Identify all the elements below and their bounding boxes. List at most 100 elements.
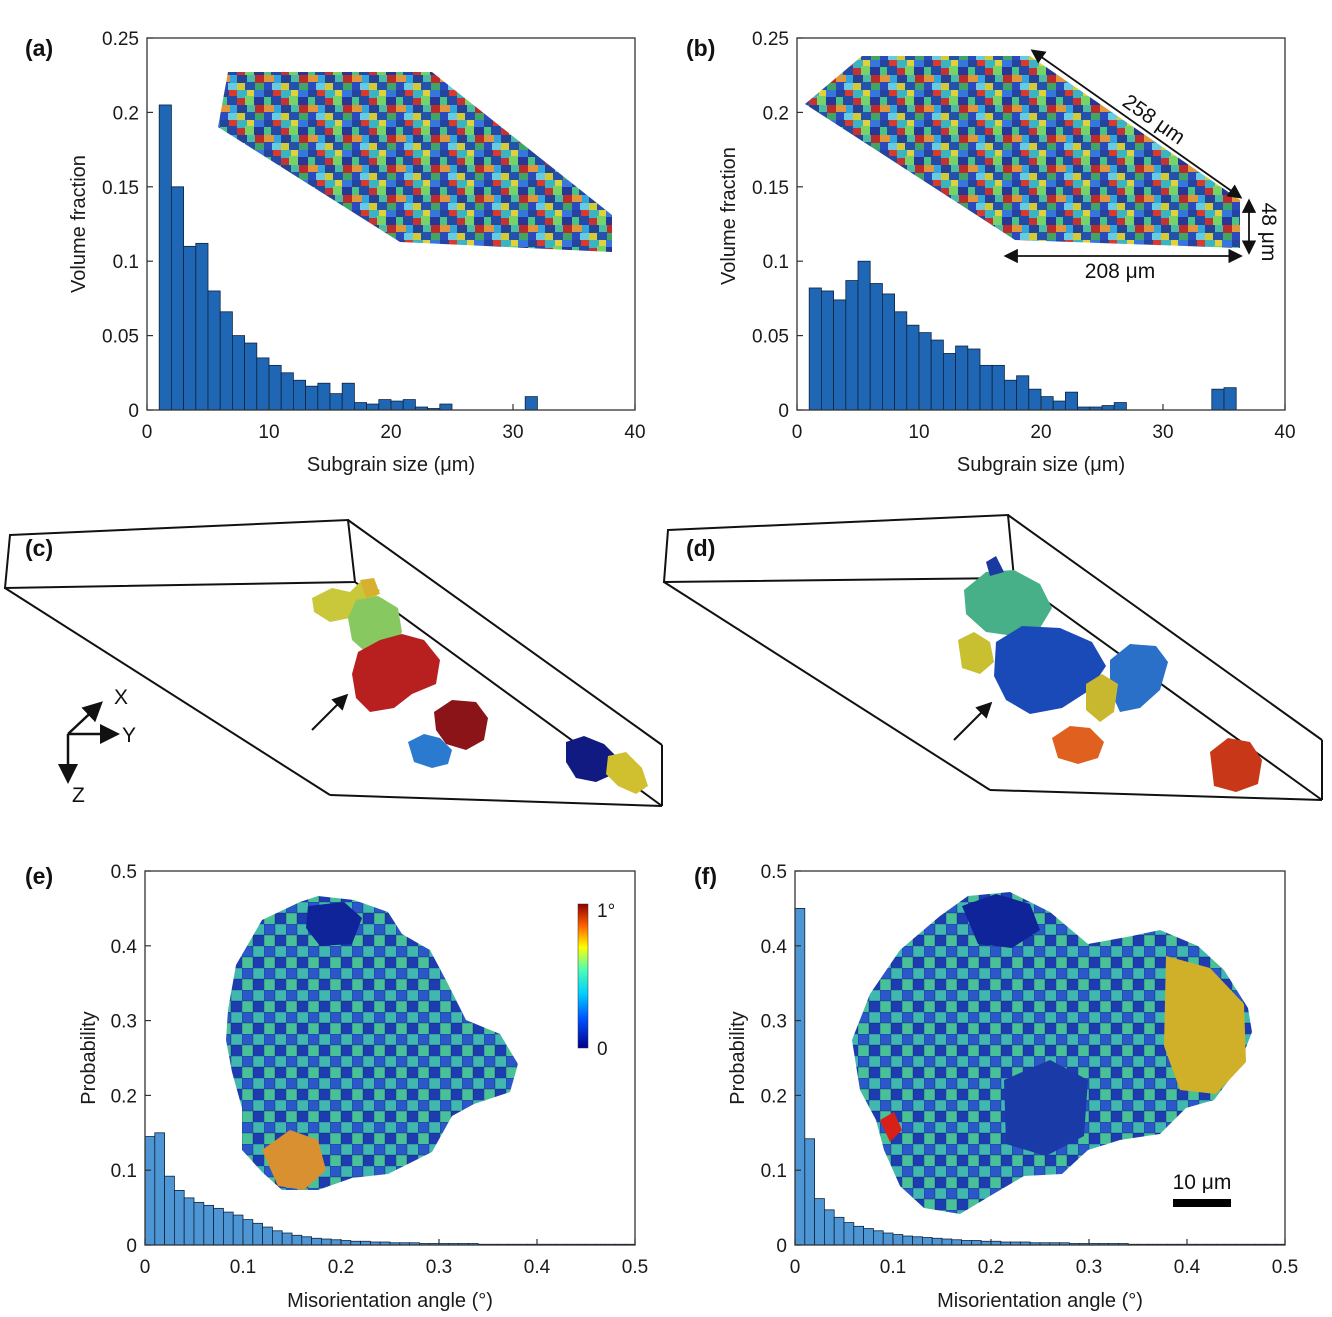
bar-e-9 [232,1214,244,1246]
y-tick-label-e-2: 0.2 [111,1086,137,1107]
x-tick-label-f-5: 0.5 [1272,1257,1298,1278]
y-tick-label-f-1: 0.1 [761,1161,787,1182]
panel-label-a: (a) [25,35,53,61]
y-tick-label-e-0: 0 [126,1236,137,1257]
bar-b-15 [991,364,1005,411]
bar-b-33 [1211,388,1225,411]
bar-b-18 [1028,388,1042,411]
bar-f-7 [863,1228,874,1246]
colorbar [577,903,589,1049]
bar-b-5 [869,283,883,411]
panel-label-f: (f) [694,863,717,889]
bar-e-12 [262,1226,273,1246]
voxel-region-red-f [880,1112,902,1142]
bar-b-1 [821,290,835,411]
subgrain-cluster-d [958,556,1262,792]
panel-label-c: (c) [25,535,53,561]
y-tick-label-e-3: 0.3 [111,1012,137,1033]
bar-b-13 [967,348,981,411]
bar-a-2 [183,245,197,411]
y-tick-label-b-5: 0.25 [752,29,789,50]
bar-b-0 [808,287,822,411]
bar-a-7 [244,342,258,411]
bar-b-8 [906,324,920,411]
bar-b-19 [1040,396,1054,411]
x-tick-label-a-2: 20 [380,422,401,443]
bar-e-11 [252,1222,264,1246]
bar-f-4 [833,1216,845,1246]
bar-a-14 [329,393,343,411]
x-tick-label-f-3: 0.3 [1076,1257,1102,1278]
axes-frame-f [794,870,1286,1246]
x-tick-label-a-3: 30 [502,422,523,443]
bar-e-2 [164,1175,175,1246]
y-tick-label-a-2: 0.1 [113,252,139,273]
bar-f-9 [882,1232,894,1246]
chart-a: 0 10 20 30 40 0 0.05 0.1 0.15 0.2 0.25 [102,29,646,443]
y-tick-label-a-4: 0.2 [113,103,139,124]
bar-f-5 [843,1222,855,1246]
x-axis-label-e: Misorientation angle (°) [287,1290,493,1312]
y-tick-label-b-3: 0.15 [752,178,789,199]
bar-b-9 [918,332,932,411]
bar-f-0 [794,908,806,1246]
y-tick-label-e-1: 0.1 [111,1161,137,1182]
grain-volume-image-a [218,72,612,252]
axes-frame-a [146,37,636,411]
bar-b-16 [1004,379,1018,411]
bar-a-12 [305,385,319,411]
bar-b-17 [1016,375,1030,411]
y-tick-label-b-4: 0.2 [763,103,789,124]
dimension-height-label: 48 μm [1257,203,1280,262]
panel-d: (d) [662,513,1323,801]
bar-f-18 [971,1240,982,1246]
axes-frame-e [144,870,636,1246]
y-axis-label-f: Probability [727,1011,749,1104]
axes-frame-b [796,37,1286,411]
y-tick-label-f-5: 0.5 [761,862,787,883]
bar-f-1 [804,1138,815,1246]
voxel-region-warm-f [1164,956,1246,1094]
pointer-arrow-d [953,701,993,741]
x-tick-label-e-5: 0.5 [622,1257,648,1278]
bar-a-18 [378,399,392,411]
bar-e-19 [330,1239,342,1246]
bar-f-8 [873,1230,884,1246]
x-tick-label-e-1: 0.1 [230,1257,256,1278]
bar-e-6 [203,1204,215,1246]
y-tick-label-b-2: 0.1 [763,252,789,273]
bar-e-8 [222,1211,234,1246]
bar-a-8 [256,357,270,411]
triad-x-label: X [114,686,128,709]
bar-a-30 [524,396,538,411]
voxel-region-dark-e [306,902,362,946]
panel-e: (e) 0 0.1 0.2 0.3 0.4 0.500.10.20.30.40.5 1° … [25,862,648,1312]
chart-e: 0 0.1 0.2 0.3 0.4 0.5 0 0.1 0.2 0.3 0.4 0.5 [111,862,649,1278]
bar-a-3 [195,242,209,411]
voxel-region-warm-e [262,1130,326,1190]
panel-label-b: (b) [686,35,715,61]
bar-a-9 [268,364,282,411]
x-tick-label-f-1: 0.1 [880,1257,906,1278]
bar-e-5 [193,1201,205,1246]
bar-f-12 [912,1236,923,1246]
subgrain-cluster-c [312,578,648,794]
panel-f: (f) 0 0.1 0.2 0.3 0.4 0.5 0 0.1 0.2 0.3 0.4 0.5 10 … [694,862,1298,1312]
bar-a-5 [219,311,233,411]
bar-e-15 [291,1234,303,1246]
bar-b-24 [1101,405,1115,411]
bar-e-17 [311,1237,322,1246]
y-axis-label-b: Volume fraction [718,147,740,285]
x-axis-label-b: Subgrain size (μm) [957,454,1125,476]
panel-label-e: (e) [25,863,53,889]
voxel-region-dark-f [962,894,1040,948]
bar-e-14 [281,1232,293,1246]
bar-f-14 [931,1237,943,1246]
bar-a-4 [207,290,221,411]
subgrain-voxel-image-e [226,896,518,1190]
bar-f-10 [892,1234,904,1246]
y-tick-label-b-1: 0.05 [752,327,789,348]
x-tick-label-e-2: 0.2 [328,1257,354,1278]
x-tick-label-b-2: 20 [1030,422,1051,443]
